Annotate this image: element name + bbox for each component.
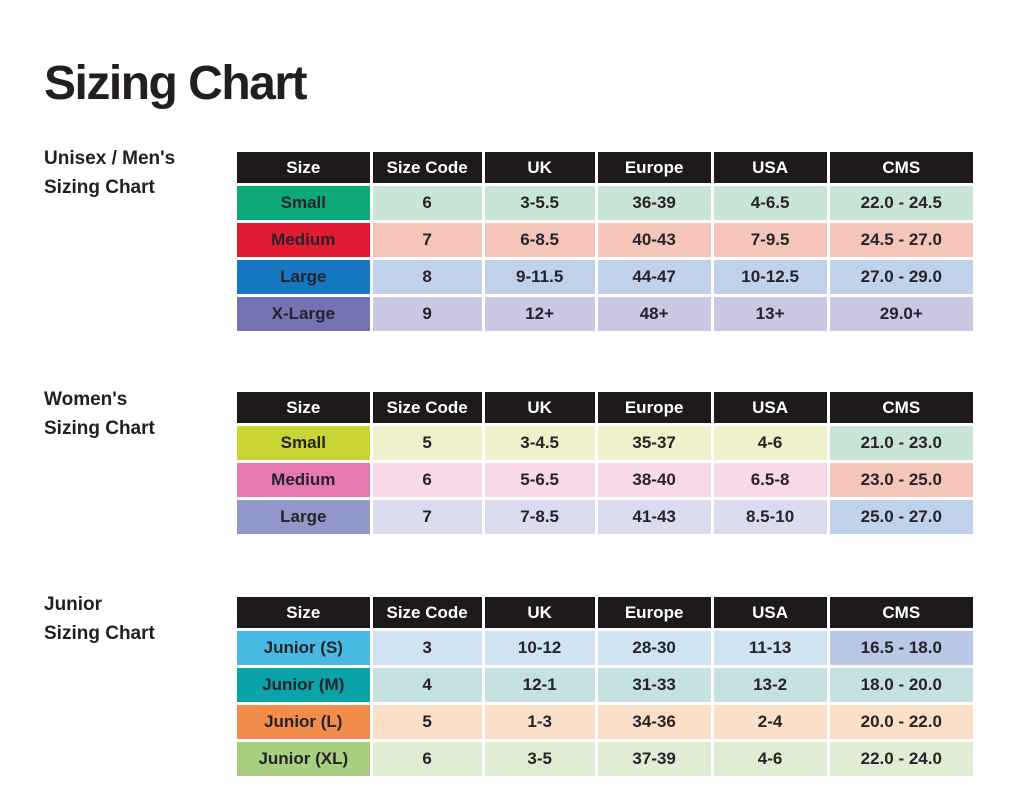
data-cell: 35-37	[597, 426, 711, 460]
data-cell: 28-30	[597, 631, 711, 665]
size-cell: Junior (S)	[237, 631, 370, 665]
data-cell: 11-13	[713, 631, 827, 665]
data-cell: 24.5 - 27.0	[829, 223, 973, 257]
data-cell: 38-40	[597, 463, 711, 497]
data-cell: 3	[372, 631, 482, 665]
data-cell: 34-36	[597, 705, 711, 739]
data-cell: 4	[372, 668, 482, 702]
size-cell: Medium	[237, 223, 370, 257]
column-header-europe: Europe	[597, 152, 711, 183]
data-cell: 31-33	[597, 668, 711, 702]
data-cell: 37-39	[597, 742, 711, 776]
column-header-uk: UK	[484, 597, 595, 628]
data-cell: 27.0 - 29.0	[829, 260, 973, 294]
data-cell: 2-4	[713, 705, 827, 739]
table-unisex-mens: Size Size Code UK Europe USA CMS Small 6 3-5.5 36…	[237, 152, 973, 331]
data-cell: 1-3	[484, 705, 595, 739]
size-cell: Junior (M)	[237, 668, 370, 702]
data-cell: 20.0 - 22.0	[829, 705, 973, 739]
size-cell: Small	[237, 426, 370, 460]
data-cell: 7	[372, 500, 482, 534]
data-cell: 12-1	[484, 668, 595, 702]
column-header-usa: USA	[713, 392, 827, 423]
column-header-size-code: Size Code	[372, 597, 482, 628]
size-cell: X-Large	[237, 297, 370, 331]
data-cell: 25.0 - 27.0	[829, 500, 973, 534]
section-label-junior: Junior Sizing Chart	[44, 594, 155, 644]
size-cell: Medium	[237, 463, 370, 497]
page-title: Sizing Chart	[44, 57, 308, 110]
data-cell: 13+	[713, 297, 827, 331]
data-cell: 5	[372, 426, 482, 460]
data-cell: 23.0 - 25.0	[829, 463, 973, 497]
data-cell: 22.0 - 24.0	[829, 742, 973, 776]
data-cell: 21.0 - 23.0	[829, 426, 973, 460]
data-cell: 6.5-8	[713, 463, 827, 497]
column-header-cms: CMS	[829, 392, 973, 423]
data-cell: 9-11.5	[484, 260, 595, 294]
data-cell: 3-4.5	[484, 426, 595, 460]
data-cell: 5-6.5	[484, 463, 595, 497]
data-cell: 3-5.5	[484, 186, 595, 220]
column-header-usa: USA	[713, 597, 827, 628]
data-cell: 6	[372, 186, 482, 220]
data-cell: 7-8.5	[484, 500, 595, 534]
table-womens: Size Size Code UK Europe USA CMS Small 5 3-4.5 35…	[237, 392, 973, 534]
data-cell: 9	[372, 297, 482, 331]
column-header-uk: UK	[484, 392, 595, 423]
column-header-europe: Europe	[597, 597, 711, 628]
data-cell: 10-12	[484, 631, 595, 665]
data-cell: 29.0+	[829, 297, 973, 331]
data-cell: 7-9.5	[713, 223, 827, 257]
column-header-europe: Europe	[597, 392, 711, 423]
section-label-unisex-mens: Unisex / Men's Sizing Chart	[44, 148, 176, 198]
column-header-usa: USA	[713, 152, 827, 183]
data-cell: 5	[372, 705, 482, 739]
data-cell: 3-5	[484, 742, 595, 776]
data-cell: 7	[372, 223, 482, 257]
data-cell: 6	[372, 463, 482, 497]
size-cell: Large	[237, 500, 370, 534]
data-cell: 6	[372, 742, 482, 776]
size-cell: Junior (XL)	[237, 742, 370, 776]
column-header-size-code: Size Code	[372, 152, 482, 183]
size-cell: Large	[237, 260, 370, 294]
data-cell: 44-47	[597, 260, 711, 294]
data-cell: 16.5 - 18.0	[829, 631, 973, 665]
column-header-cms: CMS	[829, 152, 973, 183]
data-cell: 8.5-10	[713, 500, 827, 534]
data-cell: 40-43	[597, 223, 711, 257]
data-cell: 10-12.5	[713, 260, 827, 294]
data-cell: 4-6	[713, 742, 827, 776]
data-cell: 12+	[484, 297, 595, 331]
size-cell: Junior (L)	[237, 705, 370, 739]
data-cell: 4-6	[713, 426, 827, 460]
data-cell: 41-43	[597, 500, 711, 534]
column-header-size: Size	[237, 152, 370, 183]
data-cell: 6-8.5	[484, 223, 595, 257]
data-cell: 18.0 - 20.0	[829, 668, 973, 702]
data-cell: 4-6.5	[713, 186, 827, 220]
column-header-size: Size	[237, 392, 370, 423]
data-cell: 8	[372, 260, 482, 294]
column-header-cms: CMS	[829, 597, 973, 628]
column-header-size: Size	[237, 597, 370, 628]
column-header-size-code: Size Code	[372, 392, 482, 423]
column-header-uk: UK	[484, 152, 595, 183]
data-cell: 22.0 - 24.5	[829, 186, 973, 220]
data-cell: 36-39	[597, 186, 711, 220]
data-cell: 48+	[597, 297, 711, 331]
data-cell: 13-2	[713, 668, 827, 702]
section-label-womens: Women's Sizing Chart	[44, 389, 155, 439]
table-junior: Size Size Code UK Europe USA CMS Junior (S) 3 10…	[237, 597, 973, 776]
size-cell: Small	[237, 186, 370, 220]
